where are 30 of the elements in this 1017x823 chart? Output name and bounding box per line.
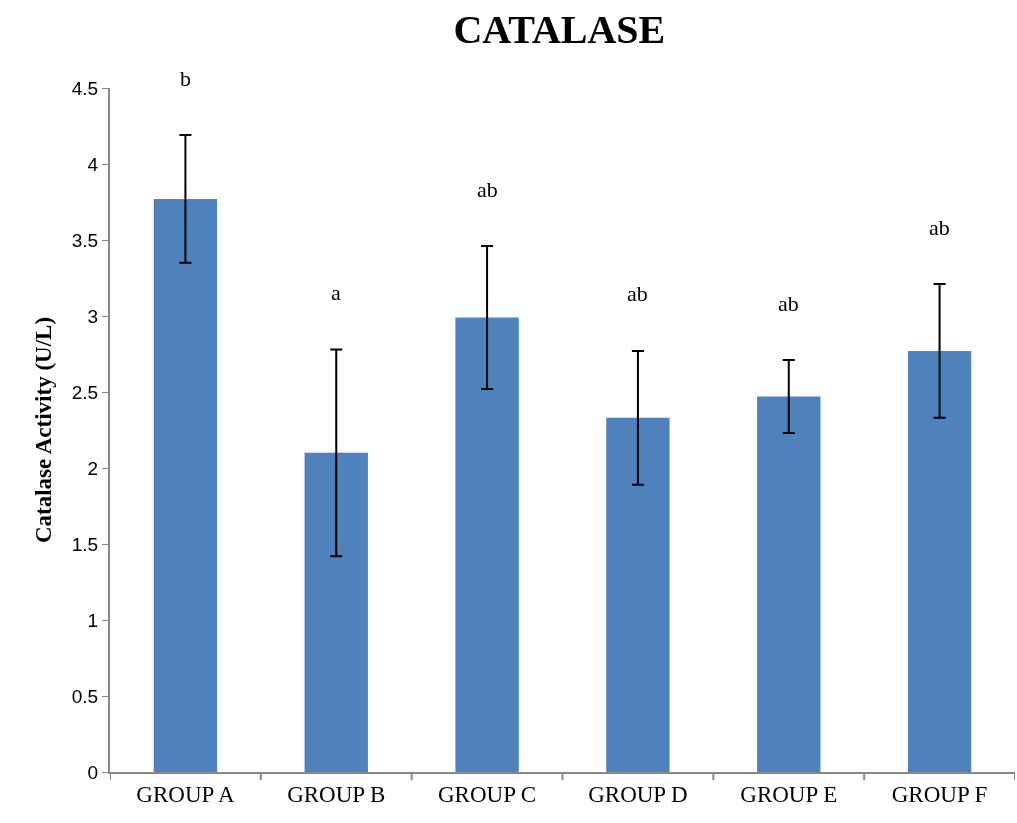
y-tick-label: 3 [87,305,99,327]
y-axis-title: Catalase Activity (U/L) [30,316,56,544]
y-tick-label: 0.5 [71,685,99,707]
y-tick-label: 2.5 [71,381,99,403]
y-tick-label: 1 [87,609,99,631]
annotation: ab [627,281,648,306]
y-tick-label: 0 [87,761,99,783]
bar [153,198,218,772]
x-tick-label: GROUP E [740,781,838,807]
y-tick-label: 2 [87,457,99,479]
x-tick-label: GROUP A [136,781,235,807]
x-tick-label: GROUP D [588,781,688,807]
y-tick-label: 1.5 [71,533,99,555]
x-tick-label: GROUP F [891,781,988,807]
annotation: ab [477,177,498,202]
annotation: a [331,280,341,305]
y-tick-label: 3.5 [71,229,99,251]
annotation: b [180,66,191,91]
y-tick-label: 4.5 [71,77,99,99]
bar [907,350,972,772]
bar [455,317,519,772]
annotation: ab [929,215,950,240]
x-tick-label: GROUP B [287,781,386,807]
bar [606,417,670,772]
chart-title: CATALASE [453,6,666,52]
bar [304,452,368,772]
x-tick-label: GROUP C [437,781,537,807]
y-tick-label: 4 [87,153,99,175]
annotation: ab [778,291,799,316]
bar [757,396,821,772]
